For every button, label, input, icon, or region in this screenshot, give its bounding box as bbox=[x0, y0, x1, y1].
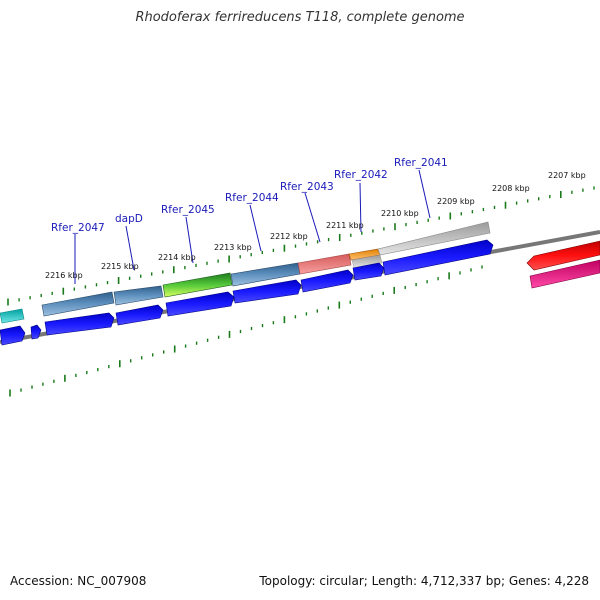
cds-arrow[interactable] bbox=[30, 324, 42, 340]
topology-text: Topology: circular; Length: 4,712,337 bp… bbox=[259, 574, 589, 588]
feature-rfer-2041[interactable] bbox=[377, 221, 491, 256]
feature-rfer-2043[interactable] bbox=[297, 253, 352, 275]
tick-label: 2211 kbp bbox=[326, 221, 364, 230]
feature-rfer-2042-grey bbox=[351, 254, 383, 269]
gene-label-leaders bbox=[74, 169, 431, 284]
gene-label-rfer-2043[interactable]: Rfer_2043 bbox=[280, 181, 334, 193]
gene-label-rfer-2042[interactable]: Rfer_2042 bbox=[334, 169, 388, 181]
tick-label: 2214 kbp bbox=[158, 253, 196, 262]
cds-arrow[interactable] bbox=[382, 239, 494, 276]
cds-arrow[interactable] bbox=[352, 262, 385, 281]
feature-band bbox=[0, 221, 491, 324]
gene-label-rfer-2045[interactable]: Rfer_2045 bbox=[161, 204, 215, 216]
cds-band bbox=[0, 239, 494, 346]
accession-text: Accession: NC_007908 bbox=[10, 574, 147, 588]
gene-label-dapd[interactable]: dapD bbox=[115, 213, 143, 225]
tick-label: 2216 kbp bbox=[45, 271, 83, 280]
gene-label-rfer-2044[interactable]: Rfer_2044 bbox=[225, 192, 279, 204]
tick-label: 2209 kbp bbox=[437, 197, 475, 206]
tick-label: 2210 kbp bbox=[381, 209, 419, 218]
gene-label-rfer-2047[interactable]: Rfer_2047 bbox=[51, 222, 105, 234]
tick-label: 2213 kbp bbox=[214, 243, 252, 252]
cds-arrow[interactable] bbox=[0, 325, 26, 346]
feature-rfer-2045[interactable] bbox=[162, 272, 233, 298]
gene-label-rfer-2041[interactable]: Rfer_2041 bbox=[394, 157, 448, 169]
reverse-cds-arrow[interactable] bbox=[526, 240, 600, 271]
position-labels: 2216 kbp 2215 kbp 2214 kbp 2213 kbp 2212… bbox=[45, 171, 586, 280]
feature-rfer-2047[interactable] bbox=[41, 291, 115, 317]
lower-tick-ring bbox=[9, 265, 483, 397]
tick-label: 2212 kbp bbox=[270, 232, 308, 241]
cds-arrow[interactable] bbox=[165, 291, 235, 317]
feature-teal[interactable] bbox=[0, 308, 25, 324]
reverse-feature[interactable] bbox=[529, 259, 600, 289]
tick-label: 2208 kbp bbox=[492, 184, 530, 193]
feature-dapd[interactable] bbox=[113, 285, 164, 306]
gene-labels: Rfer_2047 dapD Rfer_2045 Rfer_2044 Rfer_… bbox=[51, 157, 448, 234]
tick-label: 2215 kbp bbox=[101, 262, 139, 271]
map-title: Rhodoferax ferrireducens T118, complete … bbox=[135, 10, 465, 25]
reverse-strand-band bbox=[526, 240, 600, 289]
cds-arrow[interactable] bbox=[300, 269, 354, 293]
cds-arrow[interactable] bbox=[232, 279, 302, 304]
cds-arrow[interactable] bbox=[44, 312, 115, 336]
cds-arrow[interactable] bbox=[115, 304, 164, 326]
upper-tick-ring bbox=[7, 186, 595, 306]
tick-label: 2207 kbp bbox=[548, 171, 586, 180]
